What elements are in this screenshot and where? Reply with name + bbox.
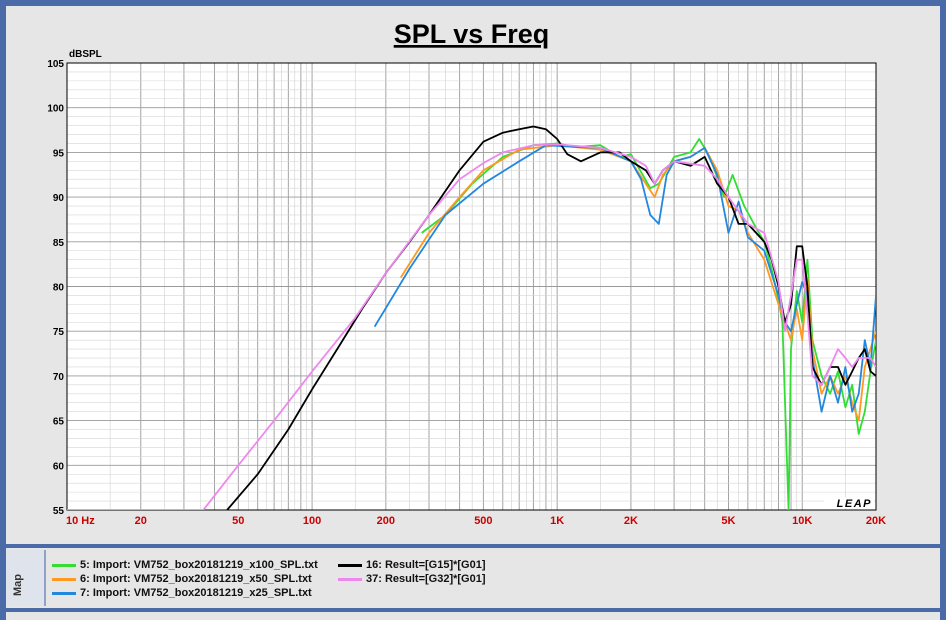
- y-tick-label: 70: [53, 372, 65, 383]
- chart-title: SPL vs Freq: [394, 19, 550, 49]
- series-line-3: [373, 144, 876, 413]
- legend-item: 16: Result=[G15]*[G01]: [338, 559, 486, 571]
- y-tick-label: 80: [53, 283, 65, 294]
- legend-item: 7: Import: VM752_box20181219_x25_SPL.txt: [52, 587, 312, 599]
- x-tick-label: 50: [232, 515, 244, 527]
- legend-label: 16: Result=[G15]*[G01]: [366, 559, 486, 571]
- y-tick-label: 65: [53, 417, 65, 428]
- legend-item: 6: Import: VM752_box20181219_x50_SPL.txt: [52, 573, 312, 585]
- x-tick-label: 5K: [721, 515, 735, 527]
- y-tick-label: 60: [53, 461, 65, 472]
- legend-swatch: [52, 591, 76, 595]
- legend-swatch: [52, 577, 76, 581]
- y-tick-label: 75: [53, 327, 65, 338]
- watermark-bg: [824, 497, 874, 508]
- x-tick-label: 10 Hz: [66, 515, 95, 527]
- plot-border: [66, 62, 877, 511]
- series-line-5: [67, 143, 876, 510]
- legend-item: 37: Result=[G32]*[G01]: [338, 573, 486, 585]
- legend-item: 5: Import: VM752_box20181219_x100_SPL.tx…: [52, 559, 318, 571]
- map-tab[interactable]: [6, 550, 46, 606]
- legend-panel: [6, 548, 940, 608]
- x-tick-label: 1K: [550, 515, 564, 527]
- x-tick-label: 20K: [866, 515, 886, 527]
- leap-watermark: LEAP: [837, 498, 872, 510]
- legend-swatch: [338, 563, 362, 567]
- bottom-strip: [6, 612, 940, 620]
- y-tick-label: 95: [53, 148, 65, 159]
- y-tick-label: 90: [53, 193, 65, 204]
- y-tick-label: 105: [47, 59, 64, 70]
- legend-label: 5: Import: VM752_box20181219_x100_SPL.tx…: [80, 559, 318, 571]
- legend-swatch: [52, 563, 76, 567]
- y-axis-label: dBSPL: [69, 49, 102, 60]
- spl-vs-freq-chart: SPL vs Freq dBSPL 55 60 65 70 75 80 85 90 95 100 105…: [47, 19, 886, 527]
- x-tick-label: 500: [474, 515, 492, 527]
- legend-label: 6: Import: VM752_box20181219_x50_SPL.txt: [80, 573, 312, 585]
- x-tick-label: 20: [135, 515, 147, 527]
- legend-swatch: [338, 577, 362, 581]
- x-tick-label: 2K: [624, 515, 638, 527]
- map-tab-label: Map: [12, 574, 24, 596]
- legend-label: 7: Import: VM752_box20181219_x25_SPL.txt: [80, 587, 312, 599]
- y-tick-label: 55: [53, 506, 65, 517]
- x-tick-label: 200: [377, 515, 395, 527]
- y-tick-label: 85: [53, 238, 65, 249]
- x-tick-label: 100: [303, 515, 321, 527]
- legend-label: 37: Result=[G32]*[G01]: [366, 573, 486, 585]
- x-tick-label: 10K: [792, 515, 812, 527]
- y-tick-label: 100: [47, 104, 64, 115]
